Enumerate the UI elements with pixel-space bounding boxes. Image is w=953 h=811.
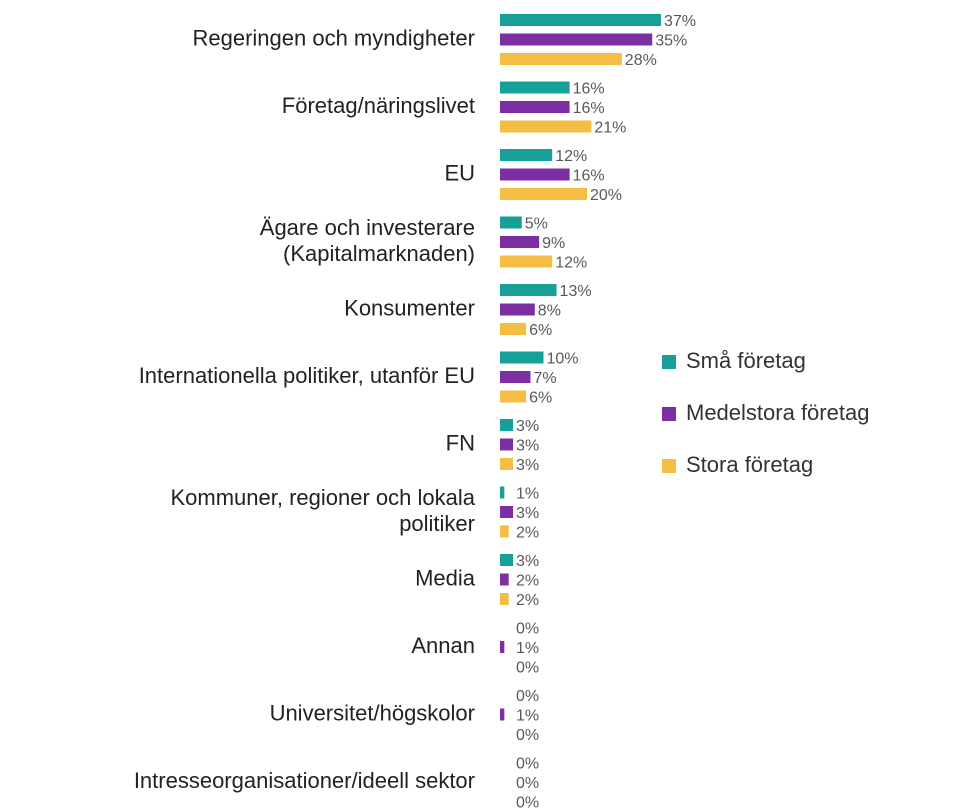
value-label: 16% [573,100,605,117]
bar [500,14,661,26]
value-label: 1% [516,640,539,657]
bar [500,351,544,364]
value-label: 0% [516,660,539,677]
category-label: Företag/näringslivet [282,93,475,118]
category-label: FN [446,430,475,455]
bar [500,486,505,499]
category-label: Regeringen och myndigheter [192,25,475,50]
category-label: Media [415,565,476,590]
value-label: 6% [529,390,552,407]
legend-swatch [662,407,676,421]
bar [500,33,653,46]
value-label: 3% [516,505,539,522]
value-label: 1% [516,486,539,503]
legend-swatch [662,459,676,473]
value-label: 12% [555,148,587,165]
value-label: 10% [547,351,579,368]
bar [500,188,587,200]
bar [500,168,570,181]
category-label: Annan [411,633,475,658]
bar [500,323,527,335]
value-label: 28% [625,52,657,69]
value-label: 0% [516,795,539,811]
value-label: 1% [516,708,539,725]
legend-label: Medelstora företag [686,400,869,425]
value-label: 3% [516,457,539,474]
value-label: 2% [516,573,539,590]
bar [500,708,505,721]
category-label: Internationella politiker, utanför EU [139,363,475,388]
bar [500,371,531,383]
bar [500,149,553,161]
value-label: 0% [516,727,539,744]
value-label: 13% [560,283,592,300]
category-label: Konsumenter [344,295,475,320]
category-label: Universitet/högskolor [270,700,475,725]
bar [500,53,622,65]
value-label: 7% [533,370,556,387]
value-label: 9% [542,235,565,252]
value-label: 8% [538,303,561,320]
bar [500,641,505,653]
value-label: 20% [590,187,622,204]
bar [500,101,570,113]
bar [500,438,514,451]
bar [500,458,514,470]
bar [500,216,522,229]
legend-swatch [662,355,676,369]
value-label: 21% [594,120,626,137]
value-label: 5% [525,216,548,233]
bar [500,593,509,605]
bar [500,81,570,94]
category-label: Kommuner, regioner och lokala politiker [171,485,476,536]
legend-label: Stora företag [686,452,813,477]
bar [500,506,514,518]
value-label: 2% [516,592,539,609]
value-label: 0% [516,621,539,638]
value-label: 3% [516,418,539,435]
value-label: 3% [516,438,539,455]
bar [500,525,509,538]
value-label: 2% [516,525,539,542]
bar [500,390,527,403]
value-label: 37% [664,13,696,30]
bar [500,303,535,316]
value-label: 3% [516,553,539,570]
category-label: Ägare och investerare (Kapitalmarknaden) [260,215,475,266]
value-label: 6% [529,322,552,339]
legend-label: Små företag [686,348,806,373]
value-label: 0% [516,756,539,773]
value-label: 12% [555,255,587,272]
value-label: 16% [573,81,605,98]
bar [500,236,540,248]
bar [500,120,592,133]
value-label: 0% [516,688,539,705]
category-label: Intresseorganisationer/ideell sektor [134,768,475,793]
category-label: EU [444,160,475,185]
value-label: 35% [655,33,687,50]
bar [500,284,557,296]
bar [500,255,553,268]
value-label: 16% [573,168,605,185]
value-label: 0% [516,775,539,792]
bar [500,419,514,431]
bar [500,573,509,586]
bar [500,554,514,566]
